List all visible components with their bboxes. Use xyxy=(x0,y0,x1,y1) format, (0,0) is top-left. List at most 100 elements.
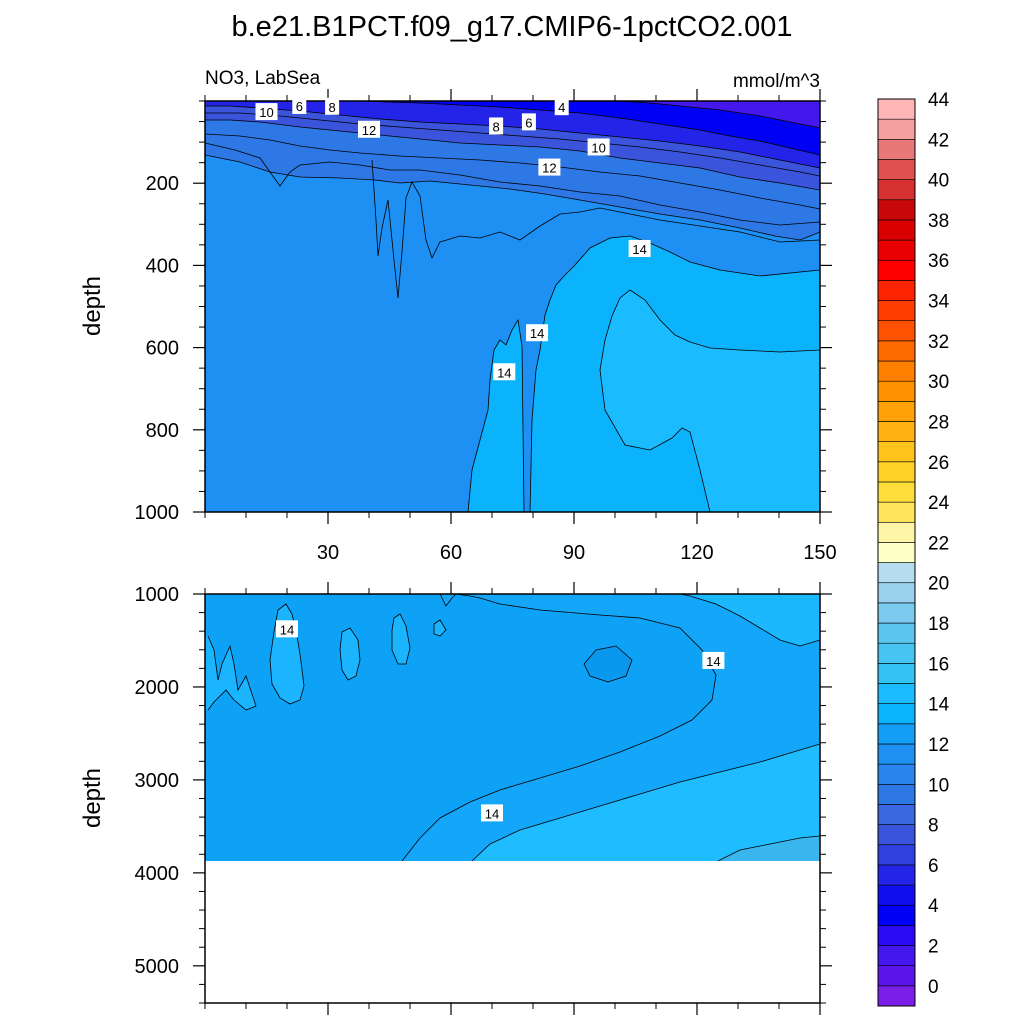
upper-contour-line-10 xyxy=(205,154,820,241)
lower-fill-14-blob-a xyxy=(205,636,256,710)
lower-fill-14-blob-e xyxy=(434,620,446,636)
lower-contour-line-blob-a xyxy=(207,635,257,711)
y-tick-label: 400 xyxy=(146,255,179,277)
colorbar-box xyxy=(877,985,916,1007)
x-tick-label: 120 xyxy=(680,542,713,564)
colorbar-box xyxy=(877,380,916,402)
colorbar-boxes xyxy=(877,98,916,1007)
upper-contour-labels: 4 6 8 10 12 8 6 10 12 14 14 14 xyxy=(255,96,651,381)
lower-contour-line-blob-c xyxy=(339,627,361,681)
y-tick-label: 5000 xyxy=(135,956,180,978)
contour-label: 14 xyxy=(493,363,516,381)
colorbar-box xyxy=(877,280,916,301)
colorbar-box xyxy=(877,703,916,725)
contour-label-text: 6 xyxy=(296,99,303,114)
colorbar-box xyxy=(877,582,916,604)
lower-panel: 14 14 14 1000 2000 3000 4000 5000 depth xyxy=(79,582,832,1015)
colorbar-box xyxy=(877,723,916,745)
lower-contour-line-14-main xyxy=(401,594,717,861)
colorbar-label: 38 xyxy=(928,211,949,232)
colorbar-box xyxy=(877,98,916,120)
colorbar-label: 16 xyxy=(928,654,949,675)
contour-label: 8 xyxy=(325,97,340,115)
upper-y-axis-label: depth xyxy=(79,276,106,336)
y-tick-label: 2000 xyxy=(135,677,180,699)
contour-label-text: 12 xyxy=(542,161,556,176)
lower-fill-16 xyxy=(718,836,820,861)
lower-contour-labels: 14 14 14 xyxy=(276,620,725,822)
colorbar-box xyxy=(877,683,916,704)
colorbar-label: 36 xyxy=(928,251,949,272)
colorbar-box xyxy=(877,118,916,140)
colorbar-box xyxy=(877,259,916,281)
colorbar-label: 34 xyxy=(928,292,950,313)
lower-contour-line-blob-d xyxy=(391,613,411,665)
colorbar-label: 26 xyxy=(928,453,949,474)
contour-label: 6 xyxy=(292,96,307,114)
colorbar-box xyxy=(877,965,916,987)
lower-fill-14-blob-c xyxy=(340,628,360,680)
contour-label: 10 xyxy=(587,138,610,156)
contour-label-text: 6 xyxy=(525,115,532,130)
colorbar-label: 0 xyxy=(928,977,939,998)
colorbar-label: 32 xyxy=(928,332,949,353)
colorbar-box xyxy=(877,622,916,644)
x-tick-label: 30 xyxy=(317,542,339,564)
colorbar-label: 24 xyxy=(928,493,950,514)
colorbar-label: 18 xyxy=(928,614,949,635)
colorbar-box xyxy=(877,663,916,684)
lower-fill-15 xyxy=(472,744,820,861)
contour-label-bg xyxy=(628,239,651,257)
y-tick-label: 600 xyxy=(146,338,179,360)
colorbar-box xyxy=(877,320,916,342)
upper-contour-line-2 xyxy=(619,101,820,129)
colorbar-label: 4 xyxy=(928,896,939,917)
colorbar-box xyxy=(877,824,916,846)
upper-contour-line-11 xyxy=(205,142,820,226)
upper-contour-line-9 xyxy=(205,133,820,210)
colorbar-label: 42 xyxy=(928,130,949,151)
colorbar-label: 30 xyxy=(928,372,949,393)
lower-fill-14-blob-d xyxy=(392,614,410,664)
colorbar-box xyxy=(877,562,916,584)
contour-label: 10 xyxy=(255,103,278,121)
lower-y-axis-label: depth xyxy=(79,768,106,828)
colorbar-box xyxy=(877,139,916,160)
y-tick-label: 3000 xyxy=(135,770,180,792)
contour-label-bg xyxy=(276,620,298,638)
lower-contour-line-15 xyxy=(471,743,820,861)
contour-label-bg xyxy=(554,98,569,116)
contour-label: 12 xyxy=(358,120,380,138)
contour-label-bg xyxy=(325,97,340,115)
colorbar-box xyxy=(877,199,916,221)
colorbar-box xyxy=(877,421,916,442)
colorbar-box xyxy=(877,401,916,422)
colorbar-box xyxy=(877,159,916,180)
contour-label-bg xyxy=(538,158,561,176)
lower-contour-line-16 xyxy=(717,835,820,861)
colorbar-label: 28 xyxy=(928,412,949,433)
colorbar-label: 2 xyxy=(928,937,939,958)
lower-fill-12 xyxy=(584,646,632,682)
colorbar-label: 40 xyxy=(928,171,949,192)
lower-tick-labels: 1000 2000 3000 4000 5000 xyxy=(135,584,180,978)
colorbar-label: 10 xyxy=(928,775,949,796)
contour-label-bg xyxy=(358,120,380,138)
lower-contour-line-blob-b xyxy=(269,603,305,705)
contour-label-text: 8 xyxy=(328,100,335,115)
lower-contour-line-blob-e xyxy=(433,619,447,637)
colorbar-box xyxy=(877,783,916,805)
upper-fill-15 xyxy=(600,290,820,512)
colorbar-label: 6 xyxy=(928,856,939,877)
upper-contour-line-14a xyxy=(467,318,525,512)
upper-contour-line-8 xyxy=(205,119,820,191)
contour-label-bg xyxy=(526,324,549,342)
contour-label-bg xyxy=(255,103,278,121)
contour-label: 6 xyxy=(521,113,536,131)
colorbar-box xyxy=(877,642,916,664)
colorbar-box xyxy=(877,945,916,966)
colorbar-label: 8 xyxy=(928,816,939,837)
colorbar-box xyxy=(877,804,916,825)
